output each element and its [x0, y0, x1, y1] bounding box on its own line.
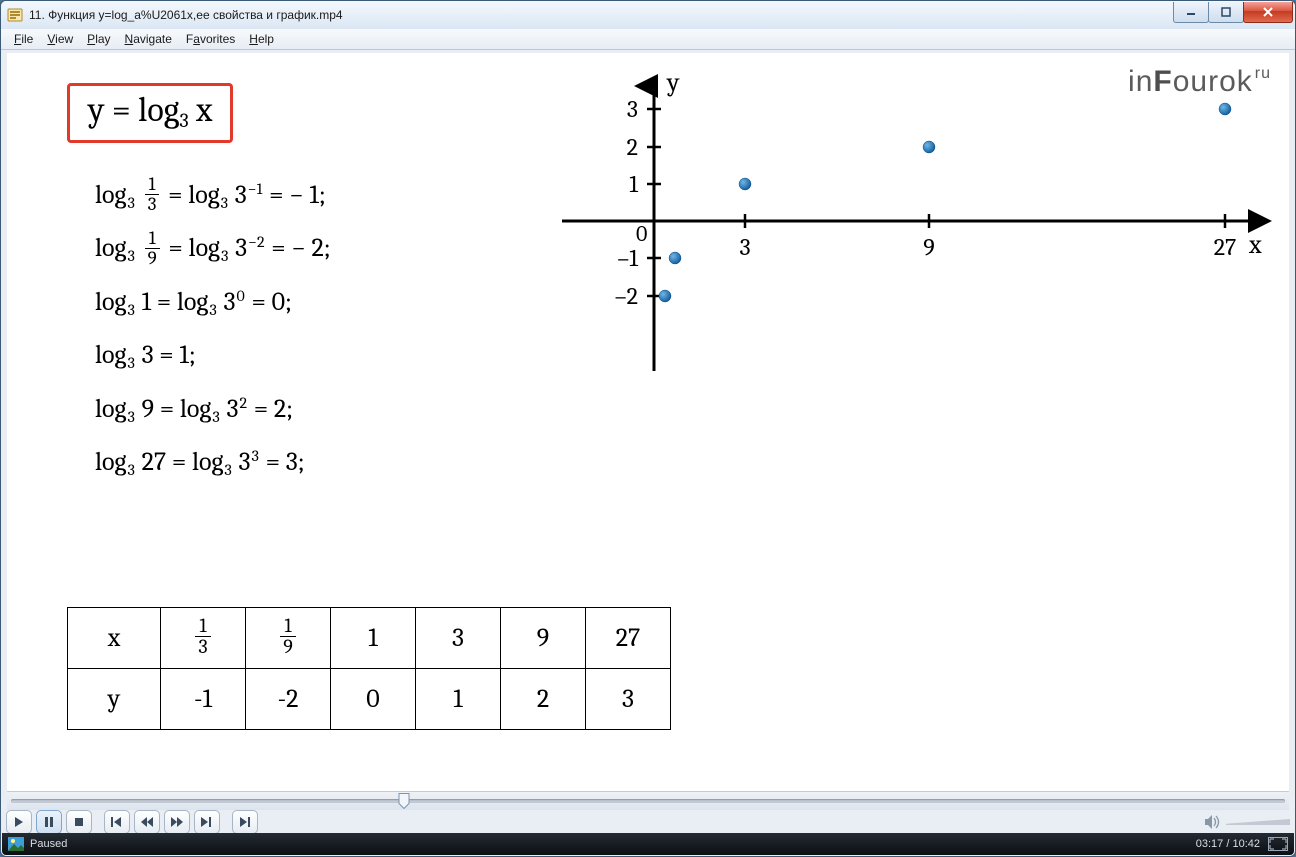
menubar: File View Play Navigate Favorites Help	[1, 29, 1295, 50]
minimize-button[interactable]	[1173, 2, 1209, 23]
content-area: inFourokru y = log3 x log3 13 = log3 3−1…	[7, 53, 1289, 810]
window-title: 11. Функция y=log_a%U2061x,ее свойства и…	[29, 8, 343, 22]
menu-file[interactable]: File	[7, 31, 40, 47]
equation-row: log3 1 = log3 30 = 0;	[95, 278, 331, 327]
status-bar: Paused 03:17 / 10:42	[2, 833, 1294, 855]
svg-text:–1: –1	[617, 244, 638, 272]
status-icon	[8, 837, 24, 851]
forward-button[interactable]	[164, 810, 190, 834]
svg-text:27: 27	[1214, 233, 1237, 261]
equation-list: log3 13 = log3 3−1 = − 1; log3 19 = log3…	[95, 171, 331, 491]
playback-toolbar	[6, 811, 1290, 833]
table-row: x 13 19 1 3 9 27	[68, 608, 671, 669]
titlebar[interactable]: 11. Функция y=log_a%U2061x,ее свойства и…	[1, 1, 1295, 29]
equation-row: log3 27 = log3 33 = 3;	[95, 438, 331, 487]
menu-view[interactable]: View	[40, 31, 80, 47]
svg-text:y: y	[666, 71, 680, 98]
fullscreen-icon[interactable]	[1268, 837, 1288, 851]
seek-bar[interactable]	[7, 791, 1289, 810]
play-button[interactable]	[6, 810, 32, 834]
main-formula: y = log3 x	[67, 83, 233, 143]
app-window: 11. Функция y=log_a%U2061x,ее свойства и…	[0, 0, 1296, 857]
menu-favorites[interactable]: Favorites	[179, 31, 242, 47]
time-display: 03:17 / 10:42	[1196, 838, 1260, 850]
svg-text:3: 3	[739, 233, 750, 261]
equation-row: log3 19 = log3 3−2 = − 2;	[95, 224, 331, 273]
seek-thumb[interactable]	[399, 793, 410, 809]
menu-play[interactable]: Play	[80, 31, 117, 47]
pause-button[interactable]	[36, 810, 62, 834]
log-plot: yx0–2–11233927	[507, 71, 1277, 411]
rewind-button[interactable]	[134, 810, 160, 834]
volume-icon[interactable]	[1204, 813, 1222, 831]
app-icon	[7, 7, 23, 23]
volume-slider[interactable]	[1226, 819, 1290, 825]
video-frame[interactable]: inFourokru y = log3 x log3 13 = log3 3−1…	[7, 53, 1289, 792]
maximize-button[interactable]	[1208, 2, 1244, 23]
equation-row: log3 3 = 1;	[95, 331, 331, 380]
equation-row: log3 9 = log3 32 = 2;	[95, 385, 331, 434]
svg-text:–2: –2	[615, 282, 638, 310]
skip-forward-button[interactable]	[194, 810, 220, 834]
status-text: Paused	[30, 838, 67, 850]
menu-help[interactable]: Help	[242, 31, 281, 47]
equation-row: log3 13 = log3 3−1 = − 1;	[95, 171, 331, 220]
svg-text:1: 1	[629, 170, 638, 198]
step-button[interactable]	[232, 810, 258, 834]
value-table: x 13 19 1 3 9 27 y -1 -2 0 1 2 3	[67, 607, 671, 730]
seek-track[interactable]	[11, 799, 1285, 803]
table-row: y -1 -2 0 1 2 3	[68, 669, 671, 730]
close-button[interactable]	[1243, 2, 1293, 23]
svg-text:x: x	[1248, 230, 1262, 260]
svg-text:3: 3	[627, 95, 638, 123]
menu-navigate[interactable]: Navigate	[118, 31, 179, 47]
svg-text:2: 2	[627, 133, 638, 161]
svg-text:9: 9	[923, 233, 934, 261]
skip-back-button[interactable]	[104, 810, 130, 834]
stop-button[interactable]	[66, 810, 92, 834]
volume-control	[1204, 813, 1290, 831]
window-buttons	[1174, 2, 1293, 23]
